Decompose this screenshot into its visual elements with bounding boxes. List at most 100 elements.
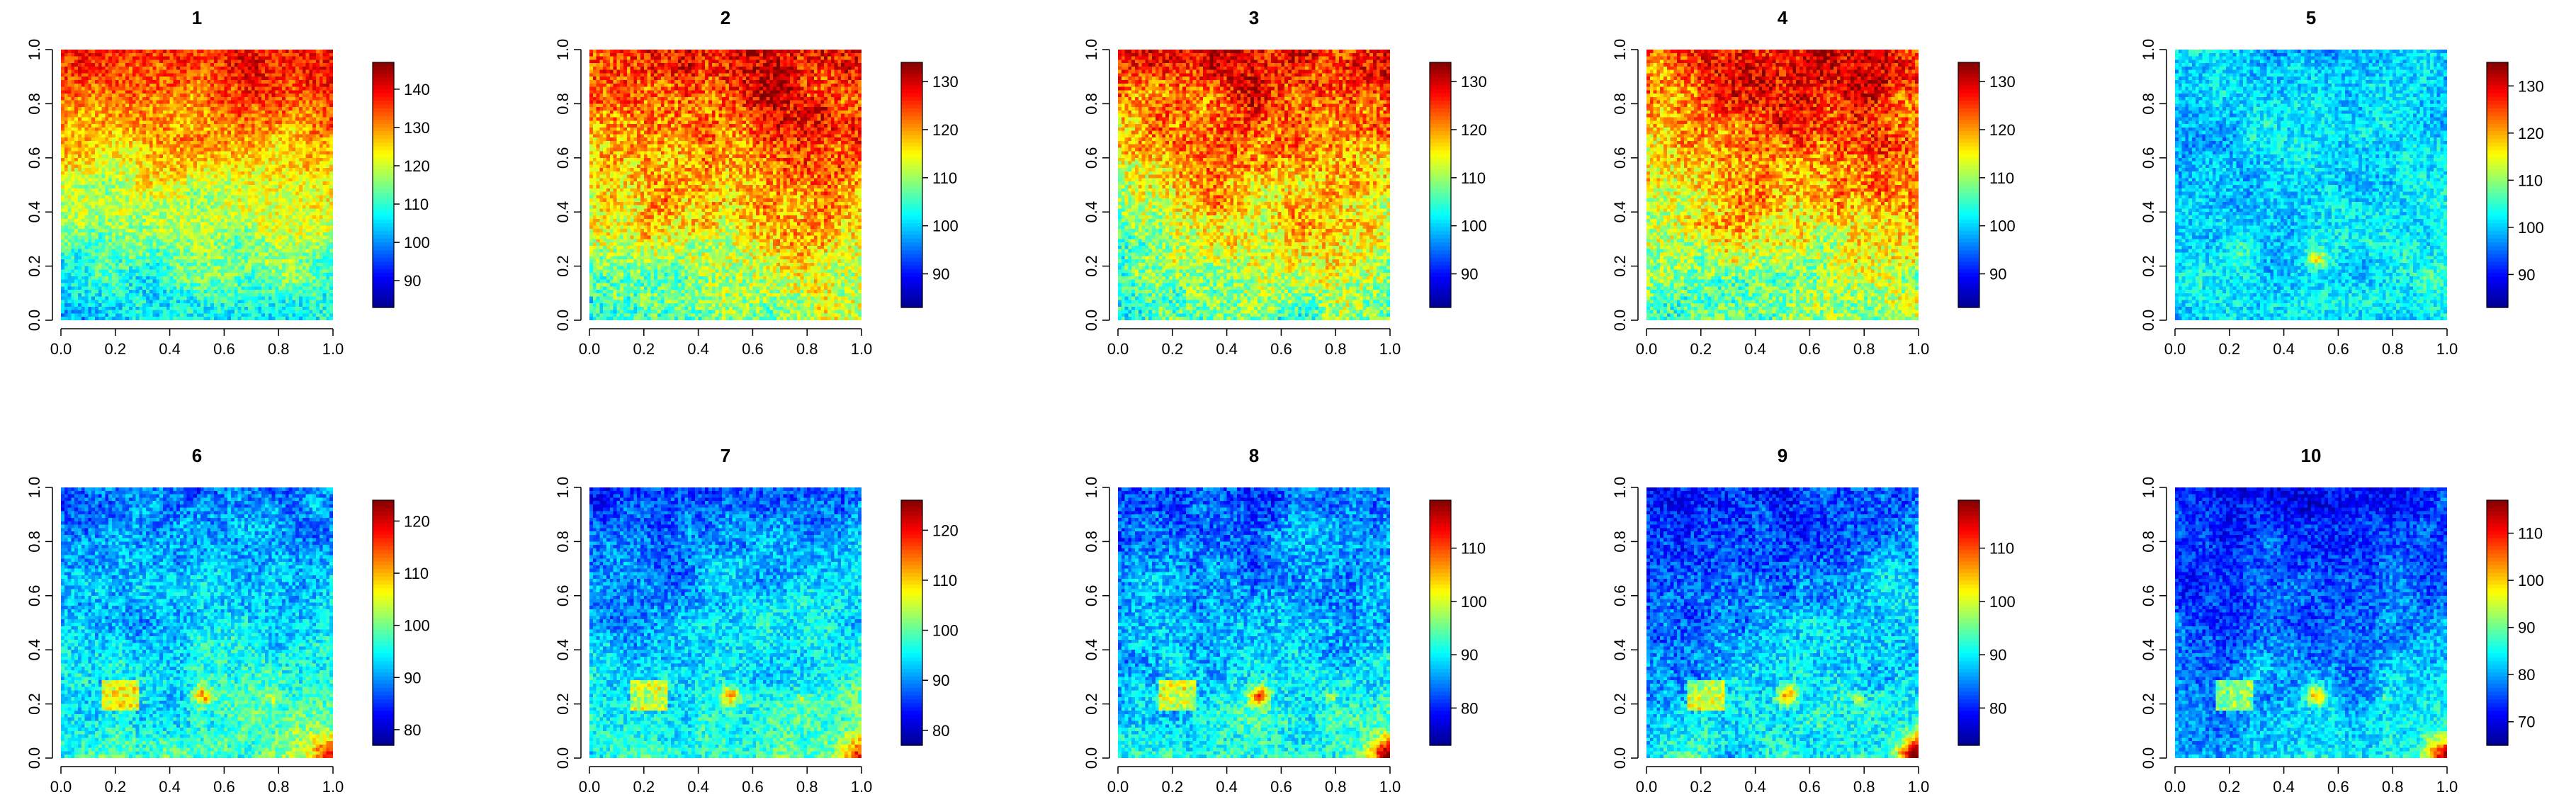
colorbar-segment bbox=[2487, 611, 2508, 616]
colorbar-segment bbox=[2487, 303, 2508, 308]
colorbar-segment bbox=[901, 150, 922, 155]
y-tick-label: 0.8 bbox=[554, 93, 572, 115]
colorbar-segment bbox=[2487, 85, 2508, 90]
colorbar-tick-label: 130 bbox=[932, 73, 959, 91]
colorbar-segment bbox=[901, 254, 922, 259]
colorbar-segment bbox=[1430, 680, 1451, 685]
x-tick-label: 0.6 bbox=[213, 778, 235, 796]
colorbar-segment bbox=[1958, 599, 1979, 604]
colorbar-segment bbox=[2487, 722, 2508, 727]
colorbar-segment bbox=[373, 300, 394, 305]
x-tick-label: 0.0 bbox=[50, 778, 72, 796]
colorbar-segment bbox=[2487, 257, 2508, 262]
x-tick-label: 0.4 bbox=[1744, 778, 1766, 796]
colorbar-segment bbox=[1958, 215, 1979, 220]
colorbar-segment bbox=[2487, 684, 2508, 689]
heatmap-raster bbox=[1118, 50, 1390, 320]
colorbar-segment bbox=[901, 188, 922, 193]
colorbar-segment bbox=[901, 303, 922, 308]
colorbar-segment bbox=[1430, 531, 1451, 536]
colorbar-segment bbox=[901, 725, 922, 730]
colorbar-segment bbox=[1958, 577, 1979, 582]
x-tick-label: 0.0 bbox=[579, 778, 601, 796]
x-tick-label: 0.4 bbox=[687, 778, 709, 796]
colorbar-segment bbox=[1958, 303, 1979, 308]
colorbar-segment bbox=[1958, 211, 1979, 216]
colorbar-segment bbox=[373, 242, 394, 247]
colorbar-segment bbox=[2487, 196, 2508, 201]
colorbar-segment bbox=[901, 699, 922, 704]
x-tick-label: 0.0 bbox=[1636, 340, 1658, 358]
colorbar-segment bbox=[901, 580, 922, 585]
colorbar-segment bbox=[2487, 150, 2508, 155]
y-tick-label: 0.2 bbox=[2140, 255, 2157, 277]
colorbar-segment bbox=[373, 135, 394, 140]
colorbar-segment bbox=[901, 619, 922, 623]
colorbar-segment bbox=[1958, 668, 1979, 673]
colorbar-segment bbox=[901, 295, 922, 300]
colorbar-segment bbox=[901, 146, 922, 151]
colorbar-segment bbox=[901, 738, 922, 742]
colorbar-segment bbox=[2487, 680, 2508, 685]
colorbar-segment bbox=[373, 676, 394, 681]
colorbar-segment bbox=[2487, 531, 2508, 536]
colorbar-segment bbox=[1430, 565, 1451, 570]
colorbar-segment bbox=[2487, 668, 2508, 673]
colorbar-segment bbox=[1958, 123, 1979, 128]
colorbar-segment bbox=[373, 230, 394, 235]
colorbar-segment bbox=[1430, 235, 1451, 239]
colorbar-segment bbox=[1958, 703, 1979, 708]
colorbar-segment bbox=[1958, 553, 1979, 558]
colorbar-segment bbox=[2487, 158, 2508, 163]
colorbar-segment bbox=[901, 96, 922, 101]
colorbar-segment bbox=[1430, 691, 1451, 696]
colorbar-segment bbox=[1430, 69, 1451, 74]
colorbar-segment bbox=[901, 553, 922, 558]
colorbar-segment bbox=[2487, 295, 2508, 300]
colorbar-segment bbox=[1958, 169, 1979, 174]
colorbar-segment bbox=[1430, 204, 1451, 209]
colorbar-segment bbox=[1958, 127, 1979, 132]
colorbar-tick-label: 80 bbox=[1989, 699, 2006, 717]
colorbar-segment bbox=[2487, 249, 2508, 254]
colorbar-segment bbox=[373, 269, 394, 273]
colorbar-segment bbox=[1958, 235, 1979, 239]
colorbar-segment bbox=[2487, 254, 2508, 259]
y-tick-label: 0.0 bbox=[26, 310, 43, 332]
colorbar-segment bbox=[1958, 565, 1979, 570]
colorbar-segment bbox=[1430, 257, 1451, 262]
colorbar-segment bbox=[1958, 584, 1979, 589]
colorbar-segment bbox=[1958, 504, 1979, 509]
colorbar-segment bbox=[1430, 599, 1451, 604]
colorbar-segment bbox=[2487, 653, 2508, 658]
colorbar-segment bbox=[2487, 219, 2508, 224]
colorbar-legend: 90 100 110 120 130 bbox=[900, 62, 959, 308]
colorbar-frame bbox=[900, 499, 923, 746]
colorbar-segment bbox=[373, 127, 394, 132]
colorbar-segment bbox=[1430, 668, 1451, 673]
x-tick-label: 0.4 bbox=[1744, 340, 1766, 358]
colorbar-segment bbox=[2487, 553, 2508, 558]
y-tick-label: 0.0 bbox=[1083, 310, 1100, 332]
colorbar-legend: 90 100 110 120 130 140 bbox=[372, 62, 430, 308]
colorbar-segment bbox=[2487, 623, 2508, 628]
colorbar-segment bbox=[1430, 120, 1451, 125]
colorbar-segment bbox=[901, 676, 922, 681]
colorbar-segment bbox=[1430, 580, 1451, 585]
colorbar-segment bbox=[901, 173, 922, 178]
colorbar-segment bbox=[1958, 691, 1979, 696]
colorbar-segment bbox=[2487, 169, 2508, 174]
colorbar-segment bbox=[901, 569, 922, 574]
colorbar-segment bbox=[2487, 584, 2508, 589]
x-tick-label: 1.0 bbox=[1379, 340, 1401, 358]
x-tick-label: 0.4 bbox=[2273, 340, 2295, 358]
colorbar-segment bbox=[2487, 181, 2508, 186]
colorbar-segment bbox=[1430, 89, 1451, 94]
colorbar-segment bbox=[373, 523, 394, 528]
colorbar-segment bbox=[1430, 219, 1451, 224]
panel-title: 9 bbox=[1778, 445, 1787, 466]
x-tick-label: 0.0 bbox=[1636, 778, 1658, 796]
y-tick-label: 0.4 bbox=[1083, 639, 1100, 661]
colorbar-segment bbox=[2487, 577, 2508, 582]
